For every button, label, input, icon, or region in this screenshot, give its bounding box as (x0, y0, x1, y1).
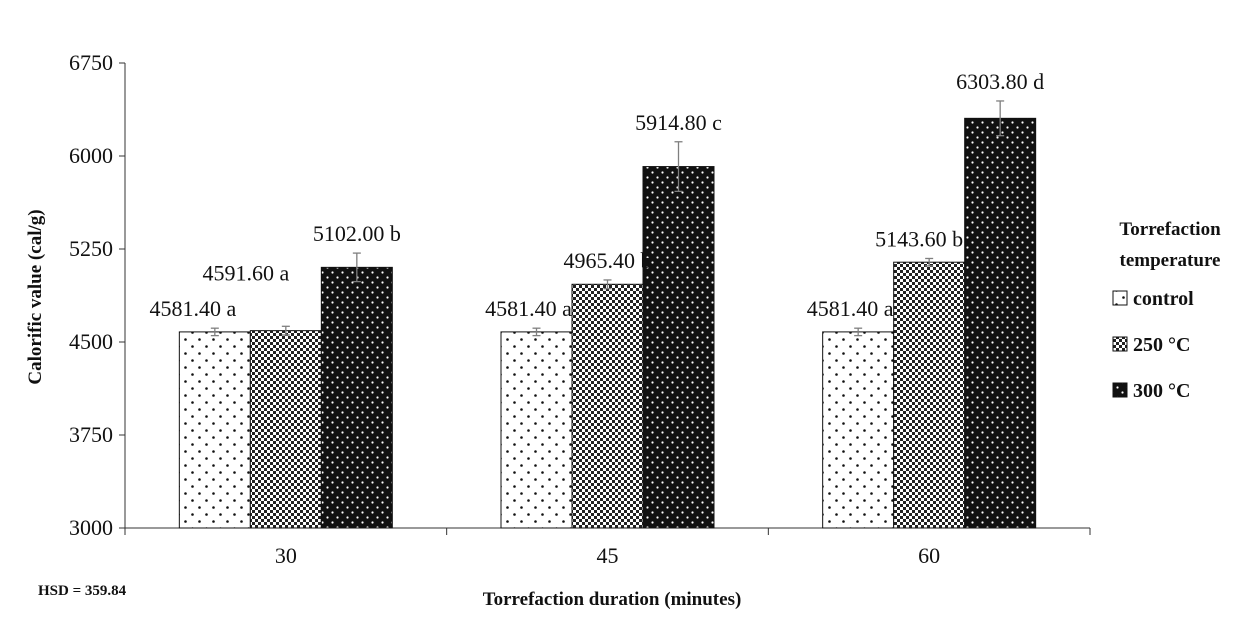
bar (964, 117, 1037, 529)
error-bar (996, 100, 1005, 137)
legend: Torrefaction temperature control 250 °C … (1112, 219, 1221, 402)
error-bar (925, 257, 934, 267)
legend-label-300: 300 °C (1133, 380, 1190, 402)
x-tick-label: 60 (918, 543, 940, 568)
bar (571, 283, 644, 529)
error-bar (210, 327, 219, 337)
legend-label-control: control (1133, 288, 1194, 310)
y-tick-label: 5250 (69, 236, 113, 261)
x-tick-label: 45 (597, 543, 619, 568)
bars (178, 100, 1037, 529)
bar (822, 331, 895, 529)
data-labels: 4581.40 a 4591.60 a 5102.00 b 4581.40 a 4965… (149, 69, 1044, 321)
bar (500, 331, 573, 529)
error-bar (281, 325, 290, 336)
error-bar (603, 279, 612, 290)
bar (642, 166, 715, 529)
data-label: 4581.40 a (807, 296, 894, 321)
bar (178, 331, 251, 529)
legend-swatch-300 (1112, 382, 1128, 398)
y-tick-label: 3750 (69, 422, 113, 447)
error-bar (352, 252, 361, 283)
data-label: 6303.80 d (956, 69, 1044, 94)
y-tick-label: 6000 (69, 143, 113, 168)
bar (249, 330, 322, 529)
bar (893, 261, 966, 529)
legend-title-line2: temperature (1120, 250, 1221, 271)
data-label: 5143.60 b (875, 226, 963, 251)
legend-swatch-250 (1112, 336, 1128, 352)
x-tick-label: 30 (275, 543, 297, 568)
error-bar (854, 327, 863, 337)
bar (320, 266, 393, 529)
data-label: 5914.80 c (635, 110, 722, 135)
data-label: 4965.40 b (564, 248, 652, 273)
y-tick-label: 3000 (69, 515, 113, 540)
legend-swatch-control (1112, 290, 1128, 306)
error-bar (532, 327, 541, 337)
axes: 3000 3750 4500 5250 6000 6750 30 45 60 (69, 50, 1091, 568)
data-label: 4591.60 a (202, 260, 289, 285)
y-tick-label: 4500 (69, 329, 113, 354)
hsd-annotation: HSD = 359.84 (38, 583, 127, 599)
data-label: 4581.40 a (485, 296, 572, 321)
y-tick-label: 6750 (69, 50, 113, 75)
error-bar (674, 141, 683, 193)
y-axis-title: Calorific value (cal/g) (25, 209, 46, 384)
legend-label-250: 250 °C (1133, 334, 1190, 356)
x-axis-title: Torrefaction duration (minutes) (483, 589, 742, 610)
data-label: 5102.00 b (313, 221, 401, 246)
data-label: 4581.40 a (149, 296, 236, 321)
legend-title-line1: Torrefaction (1119, 219, 1221, 240)
